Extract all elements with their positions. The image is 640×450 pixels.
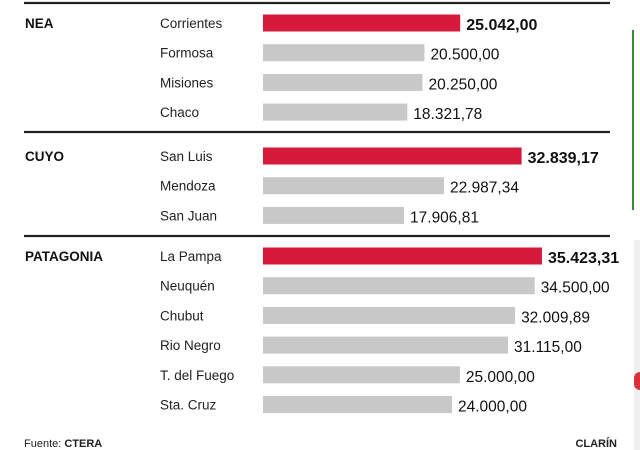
- chart-footer: Fuente: CTERA CLARÍN: [24, 437, 617, 450]
- credit-label: CLARÍN: [575, 437, 617, 450]
- province-label: Chubut: [160, 308, 204, 323]
- bar-row-la-pampa: La Pampa 35.423,31: [160, 247, 619, 267]
- province-label: La Pampa: [160, 249, 222, 264]
- value-label: 17.906,81: [410, 209, 479, 226]
- section-rules: [24, 1, 610, 238]
- bar: [263, 44, 425, 62]
- bar: [263, 206, 405, 224]
- value-label: 31.115,00: [514, 339, 582, 356]
- province-label: Neuquén: [160, 279, 215, 294]
- bar-row-san-luis: San Luis 32.839,17: [160, 147, 599, 167]
- value-label: 32.839,17: [528, 150, 599, 167]
- region-label-patagonia: PATAGONIA: [25, 249, 103, 264]
- bar: [263, 366, 460, 384]
- bar: [263, 147, 522, 165]
- right-edge-panel: [634, 240, 640, 450]
- value-label: 34.500,00: [541, 280, 610, 297]
- value-label: 35.423,31: [548, 250, 619, 267]
- bar-row-san-juan: San Juan 17.906,81: [160, 206, 479, 226]
- bar-rows: Corrientes 25.042,00 Formosa 20.500,00 Misio…: [160, 14, 619, 416]
- bar-row-misiones: Misiones 20.250,00: [160, 73, 498, 93]
- value-label: 25.000,00: [466, 369, 535, 386]
- bar: [263, 336, 509, 354]
- province-label: Corrientes: [160, 16, 223, 31]
- value-label: 18.321,78: [413, 106, 482, 123]
- province-label: Formosa: [160, 46, 214, 61]
- province-label: T. del Fuego: [160, 368, 234, 383]
- bar-row-sta-cruz: Sta. Cruz 24.000,00: [160, 396, 527, 416]
- province-label: San Luis: [160, 149, 213, 164]
- source-prefix: Fuente:: [24, 438, 64, 450]
- value-label: 20.250,00: [428, 76, 497, 93]
- source-name: CTERA: [64, 438, 102, 450]
- bar-row-chaco: Chaco 18.321,78: [160, 103, 482, 123]
- bar: [263, 73, 423, 91]
- bar-row-rio-negro: Rio Negro 31.115,00: [160, 336, 582, 356]
- province-label: Chaco: [160, 105, 199, 120]
- bar: [263, 177, 445, 195]
- bar: [263, 247, 542, 265]
- value-label: 22.987,34: [450, 180, 519, 197]
- province-label: Mendoza: [160, 179, 216, 194]
- value-label: 24.000,00: [458, 399, 527, 416]
- bar-row-mendoza: Mendoza 22.987,34: [160, 177, 519, 197]
- region-label-cuyo: CUYO: [25, 149, 64, 164]
- province-label: Sta. Cruz: [160, 398, 217, 413]
- province-label: Rio Negro: [160, 338, 221, 353]
- bar-row-t-del-fuego: T. del Fuego 25.000,00: [160, 366, 535, 386]
- bar-row-neuquen: Neuquén 34.500,00: [160, 277, 610, 297]
- value-label: 20.500,00: [430, 47, 499, 64]
- bar: [263, 396, 452, 413]
- value-label: 25.042,00: [466, 17, 537, 34]
- bar-row-chubut: Chubut 32.009,89: [160, 306, 590, 326]
- province-label: Misiones: [160, 75, 214, 90]
- province-label: San Juan: [160, 208, 217, 223]
- bar: [263, 306, 516, 324]
- region-label-nea: NEA: [25, 16, 54, 31]
- right-edge-marker: [634, 372, 640, 390]
- region-labels: NEA CUYO PATAGONIA: [25, 16, 103, 264]
- value-label: 32.009,89: [521, 309, 590, 326]
- bar-row-formosa: Formosa 20.500,00: [160, 44, 500, 64]
- bar-row-corrientes: Corrientes 25.042,00: [160, 14, 537, 34]
- source-note: Fuente: CTERA: [24, 438, 102, 450]
- bar: [263, 103, 408, 121]
- right-edge-border: [632, 30, 640, 210]
- bar: [263, 277, 535, 295]
- bar: [263, 14, 461, 32]
